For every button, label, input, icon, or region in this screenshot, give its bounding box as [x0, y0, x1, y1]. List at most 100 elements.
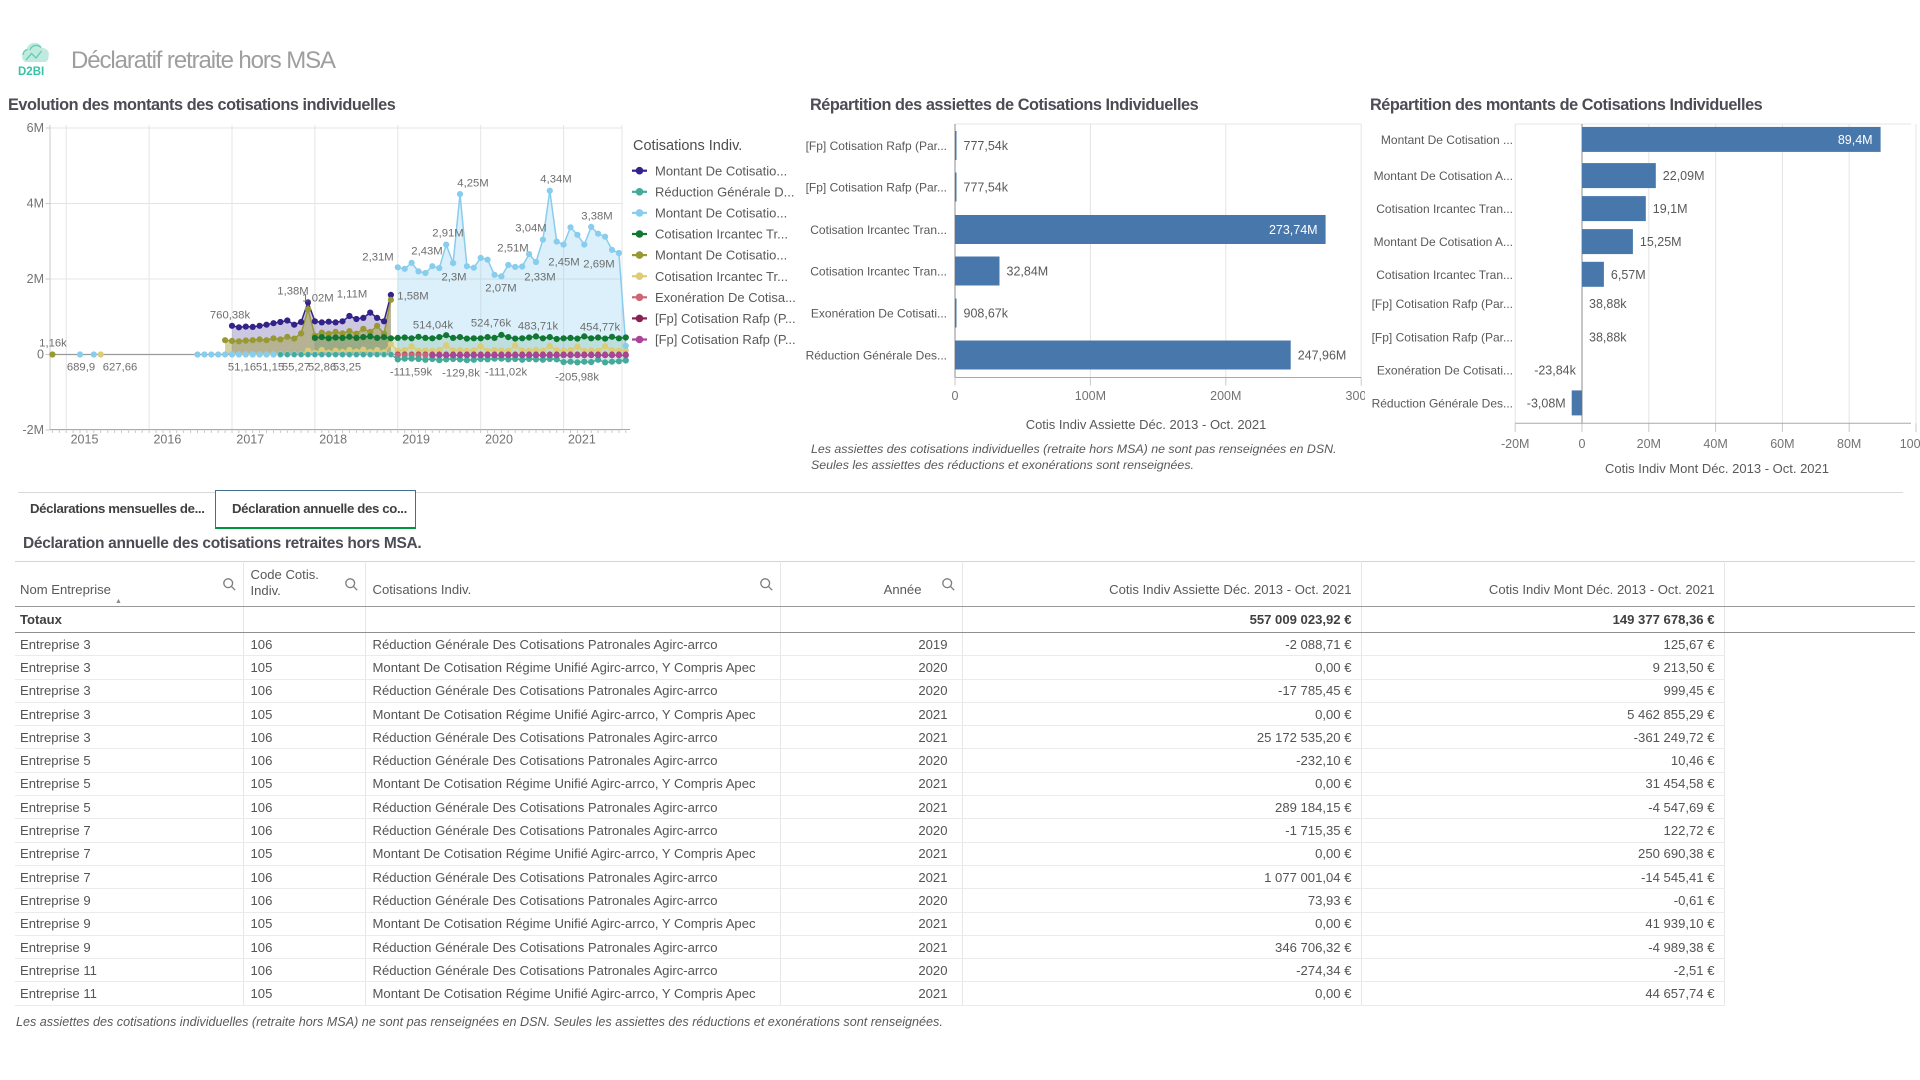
svg-text:-111,59k: -111,59k — [390, 367, 433, 379]
svg-text:51,15: 51,15 — [256, 362, 284, 374]
svg-text:Réduction Générale Des...: Réduction Générale Des... — [1372, 396, 1513, 410]
svg-text:Réduction Générale D...: Réduction Générale D... — [655, 184, 794, 199]
svg-text:-3,08M: -3,08M — [1527, 396, 1566, 410]
svg-text:-205,98k: -205,98k — [555, 372, 599, 384]
svg-text:514,04k: 514,04k — [413, 320, 454, 332]
svg-text:52,86: 52,86 — [308, 362, 336, 374]
svg-text:483,71k: 483,71k — [518, 321, 559, 333]
svg-text:55,27: 55,27 — [282, 362, 310, 374]
svg-text:100M: 100M — [1900, 437, 1920, 451]
svg-text:Exonération De Cotisati...: Exonération De Cotisati... — [1377, 363, 1513, 377]
svg-text:20M: 20M — [1637, 437, 1661, 451]
svg-text:2019: 2019 — [402, 433, 430, 447]
svg-text:4,25M: 4,25M — [457, 178, 488, 190]
svg-text:32,84M: 32,84M — [1007, 265, 1049, 279]
svg-text:0: 0 — [37, 348, 44, 362]
svg-text:Cotis Indiv Assiette Déc. 2013: Cotis Indiv Assiette Déc. 2013 - Oct. 20… — [1026, 417, 1267, 432]
svg-text:4M: 4M — [27, 197, 44, 211]
svg-text:2,43M: 2,43M — [411, 246, 442, 258]
svg-text:Cotisation Ircantec Tran...: Cotisation Ircantec Tran... — [810, 265, 947, 279]
svg-text:19,1M: 19,1M — [1653, 202, 1688, 216]
svg-text:100M: 100M — [1075, 389, 1106, 403]
svg-text:689,9: 689,9 — [67, 362, 95, 374]
svg-text:2017: 2017 — [236, 433, 264, 447]
svg-text:-23,84k: -23,84k — [1534, 363, 1576, 377]
svg-text:Exonération De Cotisati...: Exonération De Cotisati... — [811, 307, 947, 321]
svg-text:Cotis Indiv Mont Déc. 2013 - O: Cotis Indiv Mont Déc. 2013 - Oct. 2021 — [1605, 461, 1829, 476]
svg-text:777,54k: 777,54k — [964, 139, 1009, 153]
svg-text:1,16k: 1,16k — [39, 338, 67, 350]
svg-text:Cotisation Ircantec Tr...: Cotisation Ircantec Tr... — [655, 227, 788, 242]
svg-text:200M: 200M — [1210, 389, 1241, 403]
svg-text:3,38M: 3,38M — [581, 211, 612, 223]
svg-text:2,33M: 2,33M — [524, 272, 555, 284]
svg-text:[Fp] Cotisation Rafp (P...: [Fp] Cotisation Rafp (P... — [655, 332, 796, 347]
svg-text:2021: 2021 — [568, 433, 596, 447]
svg-text:3,04M: 3,04M — [515, 223, 546, 235]
svg-text:2,45M: 2,45M — [548, 257, 579, 269]
svg-text:Exonération De Cotisa...: Exonération De Cotisa... — [655, 290, 796, 305]
svg-text:454,77k: 454,77k — [580, 322, 621, 334]
svg-text:Cotisation Ircantec Tran...: Cotisation Ircantec Tran... — [1376, 202, 1513, 216]
svg-text:Cotisation Ircantec Tran...: Cotisation Ircantec Tran... — [1376, 268, 1513, 282]
svg-text:247,96M: 247,96M — [1298, 349, 1347, 363]
svg-text:Les assiettes des cotisations: Les assiettes des cotisations individuel… — [811, 442, 1337, 456]
svg-text:300M: 300M — [1346, 389, 1365, 403]
svg-text:22,09M: 22,09M — [1663, 169, 1705, 183]
svg-text:60M: 60M — [1770, 437, 1794, 451]
svg-text:1,38M: 1,38M — [277, 286, 308, 298]
svg-text:1,02M: 1,02M — [302, 293, 333, 305]
svg-text:524,76k: 524,76k — [471, 318, 512, 330]
svg-text:Cotisation Ircantec Tr...: Cotisation Ircantec Tr... — [655, 269, 788, 284]
svg-text:777,54k: 777,54k — [964, 181, 1009, 195]
svg-text:4,34M: 4,34M — [540, 174, 571, 186]
svg-text:1,11M: 1,11M — [337, 289, 368, 301]
svg-text:627,66: 627,66 — [103, 362, 138, 374]
svg-text:Seules les assiettes des réduc: Seules les assiettes des réductions et e… — [811, 458, 1194, 472]
svg-text:2020: 2020 — [485, 433, 513, 447]
svg-text:[Fp] Cotisation Rafp (Par...: [Fp] Cotisation Rafp (Par... — [1372, 297, 1513, 311]
svg-text:2,91M: 2,91M — [432, 228, 463, 240]
svg-text:53,25: 53,25 — [333, 362, 361, 374]
svg-text:2M: 2M — [27, 272, 44, 286]
svg-text:[Fp] Cotisation Rafp (Par...: [Fp] Cotisation Rafp (Par... — [806, 139, 947, 153]
svg-text:2,07M: 2,07M — [485, 283, 516, 295]
svg-text:2,51M: 2,51M — [497, 243, 528, 255]
svg-text:-20M: -20M — [1501, 437, 1529, 451]
svg-text:[Fp] Cotisation Rafp (Par...: [Fp] Cotisation Rafp (Par... — [1372, 330, 1513, 344]
svg-text:Cotisation Ircantec Tran...: Cotisation Ircantec Tran... — [810, 223, 947, 237]
svg-text:[Fp] Cotisation Rafp (P...: [Fp] Cotisation Rafp (P... — [655, 311, 796, 326]
svg-text:38,88k: 38,88k — [1589, 297, 1627, 311]
svg-text:2015: 2015 — [71, 433, 99, 447]
svg-text:2018: 2018 — [319, 433, 347, 447]
svg-text:2016: 2016 — [153, 433, 181, 447]
svg-text:80M: 80M — [1837, 437, 1861, 451]
svg-text:6,57M: 6,57M — [1611, 268, 1646, 282]
svg-text:908,67k: 908,67k — [964, 307, 1009, 321]
svg-text:89,4M: 89,4M — [1838, 133, 1873, 147]
svg-text:273,74M: 273,74M — [1269, 223, 1318, 237]
svg-text:760,38k: 760,38k — [210, 310, 251, 322]
svg-text:15,25M: 15,25M — [1640, 235, 1682, 249]
svg-text:1,58M: 1,58M — [397, 291, 428, 303]
svg-text:-2M: -2M — [22, 423, 44, 437]
svg-text:2,3M: 2,3M — [441, 272, 466, 284]
svg-text:38,88k: 38,88k — [1589, 330, 1627, 344]
svg-text:Cotisations Indiv.: Cotisations Indiv. — [633, 138, 742, 154]
svg-text:Montant De Cotisatio...: Montant De Cotisatio... — [655, 163, 787, 178]
svg-text:51,16: 51,16 — [228, 362, 256, 374]
svg-text:40M: 40M — [1703, 437, 1727, 451]
svg-text:2,31M: 2,31M — [362, 252, 393, 264]
svg-text:Montant De Cotisation A...: Montant De Cotisation A... — [1374, 235, 1513, 249]
svg-text:Montant De Cotisation ...: Montant De Cotisation ... — [1381, 133, 1513, 147]
svg-text:-111,02k: -111,02k — [485, 367, 528, 379]
svg-text:Montant De Cotisatio...: Montant De Cotisatio... — [655, 248, 787, 263]
svg-text:6M: 6M — [27, 121, 44, 135]
svg-text:2,69M: 2,69M — [583, 259, 614, 271]
svg-text:Montant De Cotisatio...: Montant De Cotisatio... — [655, 206, 787, 221]
svg-text:[Fp] Cotisation Rafp (Par...: [Fp] Cotisation Rafp (Par... — [806, 181, 947, 195]
svg-text:D2BI: D2BI — [18, 66, 44, 78]
svg-text:Montant De Cotisation A...: Montant De Cotisation A... — [1374, 169, 1513, 183]
svg-text:-129,8k: -129,8k — [442, 368, 480, 380]
svg-text:0: 0 — [952, 389, 959, 403]
